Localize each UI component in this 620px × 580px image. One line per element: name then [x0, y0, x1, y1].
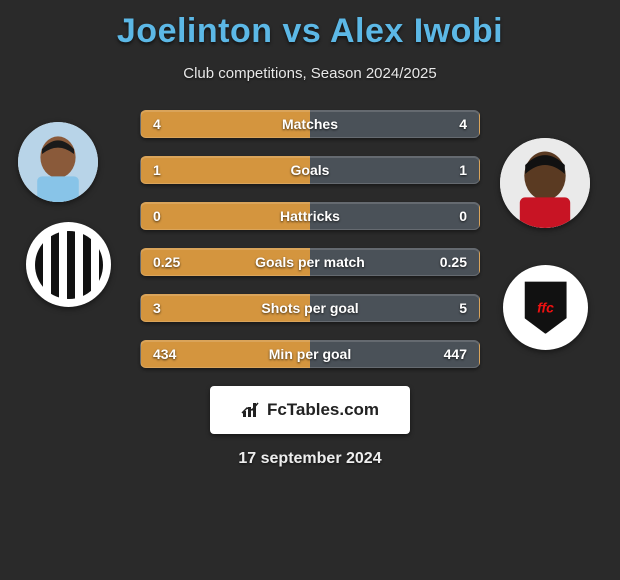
stat-row: 3 Shots per goal 5 — [140, 294, 480, 322]
source-logo-text: FcTables.com — [267, 400, 379, 420]
fulham-badge-icon: ffc — [503, 265, 588, 350]
player2-club-badge: ffc — [503, 265, 588, 350]
stat-left-value: 4 — [153, 116, 193, 132]
stat-right-value: 5 — [427, 300, 467, 316]
stat-row: 1 Goals 1 — [140, 156, 480, 184]
player1-face-icon — [18, 122, 98, 202]
stat-left-value: 434 — [153, 346, 193, 362]
newcastle-badge-icon — [26, 222, 111, 307]
stat-row: 434 Min per goal 447 — [140, 340, 480, 368]
stat-label: Hattricks — [280, 208, 340, 224]
stat-left-value: 3 — [153, 300, 193, 316]
player1-avatar — [18, 122, 98, 202]
stat-row: 4 Matches 4 — [140, 110, 480, 138]
player2-avatar — [500, 138, 590, 228]
chart-icon — [241, 401, 261, 419]
stat-left-value: 0 — [153, 208, 193, 224]
player1-club-badge — [26, 222, 111, 307]
comparison-panel: ffc 4 Matches 4 1 Goals 1 0 Hattricks 0 … — [0, 110, 620, 468]
stat-left-value: 0.25 — [153, 254, 193, 270]
stat-label: Goals per match — [255, 254, 365, 270]
snapshot-date: 17 september 2024 — [0, 450, 620, 468]
source-logo: FcTables.com — [210, 386, 410, 434]
comparison-subtitle: Club competitions, Season 2024/2025 — [0, 65, 620, 82]
stat-row: 0.25 Goals per match 0.25 — [140, 248, 480, 276]
stat-right-value: 447 — [427, 346, 467, 362]
stat-left-value: 1 — [153, 162, 193, 178]
stat-rows: 4 Matches 4 1 Goals 1 0 Hattricks 0 0.25… — [140, 110, 480, 368]
stat-label: Min per goal — [269, 346, 351, 362]
comparison-title: Joelinton vs Alex Iwobi — [0, 0, 620, 51]
stat-right-value: 0.25 — [427, 254, 467, 270]
stat-right-value: 1 — [427, 162, 467, 178]
stat-label: Matches — [282, 116, 338, 132]
stat-label: Shots per goal — [261, 300, 358, 316]
stat-row: 0 Hattricks 0 — [140, 202, 480, 230]
player2-face-icon — [500, 138, 590, 228]
stat-right-value: 0 — [427, 208, 467, 224]
stat-label: Goals — [291, 162, 330, 178]
stat-right-value: 4 — [427, 116, 467, 132]
